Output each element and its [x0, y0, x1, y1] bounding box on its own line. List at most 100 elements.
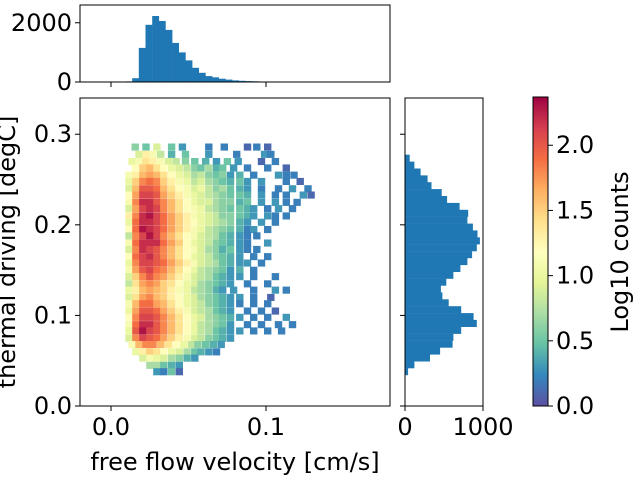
heatmap-cell: [219, 212, 227, 220]
heatmap-cell: [205, 313, 213, 321]
heatmap-cell: [219, 313, 227, 321]
heatmap-cell: [128, 158, 136, 166]
colorbar-tick-label: 0.5: [556, 327, 594, 355]
heatmap-cell: [267, 293, 275, 301]
heatmap-cell: [274, 185, 283, 193]
right-histogram-bar: [405, 299, 449, 307]
heatmap-cell: [205, 212, 213, 220]
heatmap-cell: [160, 348, 168, 356]
heatmap-cell: [139, 226, 147, 234]
heatmap-cell: [219, 259, 227, 267]
heatmap-cell: [205, 177, 213, 185]
heatmap-cell: [175, 293, 183, 301]
heatmap-cell: [205, 150, 213, 158]
heatmap-cell: [236, 259, 244, 267]
heatmap-cell: [197, 171, 205, 179]
top-histogram-bar: [138, 47, 146, 82]
heatmap-cell: [277, 327, 286, 335]
heatmap-cell: [219, 273, 227, 281]
heatmap-cell: [219, 280, 227, 288]
right-histogram-bar: [405, 175, 428, 183]
right-histogram-bar: [405, 209, 469, 217]
heatmap-cell: [125, 185, 133, 193]
heatmap-cell: [243, 143, 252, 151]
heatmap-cell: [219, 266, 227, 274]
heatmap-cell: [125, 245, 133, 253]
heatmap-cell: [236, 205, 244, 213]
heatmap-cell: [205, 321, 213, 329]
right-histogram-bar: [405, 278, 447, 286]
heatmap-cell: [191, 218, 199, 226]
heatmap-cell: [167, 191, 176, 199]
heatmap-cell: [160, 232, 168, 240]
heatmap-cell: [125, 212, 133, 220]
heatmap-cell: [153, 273, 161, 281]
heatmap-cell: [197, 212, 205, 220]
heatmap-cell: [264, 300, 272, 308]
heatmap-cell: [226, 171, 235, 179]
heatmap-cell: [149, 150, 157, 158]
heatmap-cell: [146, 239, 154, 247]
heatmap-cell: [212, 307, 221, 315]
heatmap-cell: [264, 313, 272, 321]
heatmap-cell: [271, 273, 280, 281]
heatmap-cell: [197, 164, 205, 172]
heatmap-cell: [160, 239, 168, 247]
top-histogram-bars: [125, 16, 306, 82]
heatmap-cell: [153, 266, 161, 274]
right-histogram-bar: [405, 258, 468, 266]
heatmap-cell: [197, 185, 205, 193]
heatmap-cell: [142, 158, 150, 166]
heatmap-cell: [183, 273, 191, 281]
heatmap-cell: [160, 280, 168, 288]
heatmap-cell: [160, 185, 168, 193]
heatmap-cell: [226, 293, 235, 301]
heatmap-cell: [146, 198, 154, 206]
heatmap-cell: [132, 191, 140, 199]
heatmap-cell: [167, 348, 176, 356]
heatmap-cell: [125, 232, 133, 240]
right-histogram-bar: [405, 237, 480, 245]
heatmap-cell: [250, 171, 258, 179]
heatmap-cell: [139, 259, 147, 267]
heatmap-cell: [132, 171, 140, 179]
heatmap-cell: [125, 286, 133, 294]
heatmap-cell: [243, 280, 252, 288]
heatmap-cell: [139, 232, 147, 240]
heatmap-cell: [197, 259, 205, 267]
heatmap-cell: [167, 361, 176, 369]
heatmap-cell: [250, 293, 258, 301]
heatmap-cell: [160, 327, 168, 335]
heatmap-cell: [183, 177, 191, 185]
heatmap-cell: [250, 205, 258, 213]
heatmap-cell: [132, 185, 140, 193]
main-y-axis-label: thermal driving [degC]: [0, 116, 21, 389]
heatmap-cell: [197, 239, 205, 247]
heatmap-cell: [146, 361, 154, 369]
heatmap-cell: [236, 218, 244, 226]
heatmap-cell: [205, 253, 213, 261]
heatmap-cell: [205, 334, 213, 342]
heatmap-cell: [157, 341, 165, 349]
heatmap-cell: [132, 313, 140, 321]
heatmap-cell: [205, 348, 213, 356]
heatmap-cell: [160, 164, 168, 172]
heatmap-cell: [243, 226, 252, 234]
heatmap-cell: [139, 185, 147, 193]
heatmap-cell: [226, 313, 235, 321]
heatmap-cell: [236, 239, 244, 247]
right-histogram-bar: [405, 361, 415, 369]
heatmap-cell: [290, 171, 298, 179]
heatmap-cell: [167, 218, 176, 226]
heatmap-cell: [205, 205, 213, 213]
heatmap-cell: [167, 280, 176, 288]
heatmap-cell: [132, 198, 140, 206]
heatmap-cell: [202, 158, 210, 166]
heatmap-cell: [197, 226, 205, 234]
heatmap-cell: [153, 300, 161, 308]
heatmap-cell: [125, 198, 133, 206]
heatmap-cell: [226, 273, 235, 281]
heatmap-cell: [167, 266, 176, 274]
heatmap-cell: [183, 354, 191, 362]
heatmap-cell: [212, 286, 221, 294]
